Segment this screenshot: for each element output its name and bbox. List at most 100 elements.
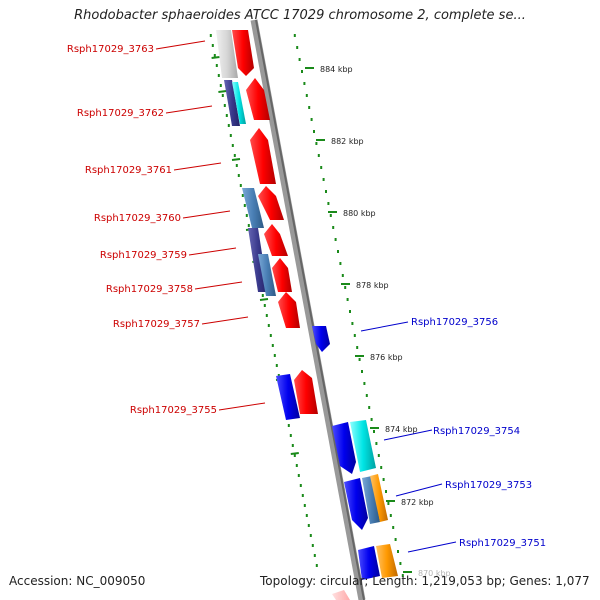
outer-ring-dot: [301, 494, 304, 497]
outer-ring-dot: [315, 564, 318, 567]
outer-ring-dot: [307, 524, 310, 527]
outer-ring-dot: [209, 34, 212, 37]
scale-ring-dot: [308, 106, 311, 109]
outer-ring-dot: [311, 544, 314, 547]
gene-3763-grey[interactable]: [216, 30, 238, 78]
scale-ring-dot: [329, 214, 332, 217]
scale-ring-dot: [293, 34, 296, 37]
map-title: Rhodobacter sphaeroides ATCC 17029 chrom…: [74, 8, 526, 23]
gene-label-right[interactable]: Rsph17029_3751: [459, 538, 546, 549]
gene-3762[interactable]: [246, 78, 270, 120]
scale-ring-dot: [361, 370, 363, 373]
scale-ring-dot: [334, 238, 337, 241]
scale-ring-dot: [368, 406, 371, 409]
outer-ring-dot: [303, 504, 306, 507]
gene-3762-cyan[interactable]: [232, 82, 246, 124]
gene-track: [216, 30, 398, 600]
scale-ring-dot: [370, 418, 373, 421]
outer-ring-dot: [225, 114, 228, 117]
scale-label: 876 kbp: [370, 353, 403, 362]
chromosome-backbone-shade: [255, 19, 365, 600]
gene-label-right[interactable]: Rsph17029_3753: [445, 480, 532, 491]
gene-label-left[interactable]: Rsph17029_3755: [130, 405, 217, 416]
gene-3756[interactable]: [312, 326, 330, 352]
outer-ring-dash: [231, 158, 241, 161]
scale-ring-dot: [341, 274, 344, 277]
scale-label: 880 kbp: [343, 209, 376, 218]
gene-3751-blue[interactable]: [358, 546, 380, 580]
outer-ring-dot: [223, 104, 226, 107]
accession-text: Accession: NC_009050: [9, 574, 146, 588]
scale-ring-dot: [298, 58, 301, 61]
outer-ring-dash: [218, 90, 227, 93]
outer-ring-dot: [269, 334, 272, 337]
gene-label-left[interactable]: Rsph17029_3761: [85, 165, 172, 176]
gene-label-left[interactable]: Rsph17029_3759: [100, 250, 187, 261]
scale-ring-dot: [377, 454, 380, 457]
scale-ring-dot: [322, 178, 325, 181]
gene-3754-cyan[interactable]: [350, 420, 376, 472]
gene-3751-orange[interactable]: [376, 544, 398, 578]
outer-ring-dot: [273, 354, 276, 357]
scale-tick-ring: [293, 34, 404, 577]
outer-ring-dot: [293, 454, 296, 457]
outer-ring-dot: [277, 374, 280, 377]
scale-ring-dot: [397, 550, 399, 553]
scale-ring-dot: [317, 154, 320, 157]
outer-ring-dot: [237, 174, 240, 177]
outer-ring-dot: [291, 444, 294, 447]
gene-label-left[interactable]: Rsph17029_3760: [94, 213, 181, 224]
outer-ring-dot: [221, 94, 224, 97]
outer-ring-dot: [241, 194, 244, 197]
scale-ring-dot: [394, 538, 397, 541]
scale-ring-dot: [353, 334, 356, 337]
gene-3760[interactable]: [258, 186, 284, 220]
scale-ring-dot: [305, 94, 308, 97]
gene-3753-blue[interactable]: [344, 478, 368, 530]
scale-labels: 884 kbp 882 kbp 880 kbp 878 kbp 876 kbp 874 k…: [305, 65, 451, 578]
outer-ring-dot: [227, 124, 230, 127]
gene-3758[interactable]: [272, 258, 292, 292]
gene-3760-steel[interactable]: [242, 188, 264, 228]
outer-ring-dot: [247, 224, 250, 227]
gene-label-left[interactable]: Rsph17029_3757: [113, 319, 200, 330]
gene-3754-blue[interactable]: [332, 422, 356, 474]
scale-ring-dot: [356, 346, 359, 349]
scale-ring-dot: [339, 262, 342, 265]
gene-label-left[interactable]: Rsph17029_3758: [106, 284, 193, 295]
scale-ring-dot: [303, 82, 306, 85]
gene-3755-blue[interactable]: [276, 374, 300, 420]
scale-ring-dot: [313, 130, 315, 133]
gene-bottom-red[interactable]: [332, 590, 350, 600]
gene-3762-slate[interactable]: [224, 80, 240, 126]
scale-ring-dot: [385, 490, 387, 493]
outer-ring-dash: [259, 298, 269, 301]
gene-3763[interactable]: [232, 30, 254, 76]
gene-3753-orange[interactable]: [370, 474, 388, 522]
scale-label: 874 kbp: [385, 425, 418, 434]
right-label-lines: [360, 321, 457, 553]
gene-label-right[interactable]: Rsph17029_3756: [411, 317, 498, 328]
chromosome-backbone: [250, 19, 366, 600]
outer-ring-dot: [305, 514, 308, 517]
scale-ring-dot: [296, 46, 299, 49]
scale-ring-dot: [387, 502, 390, 505]
scale-ring-dot: [389, 514, 392, 517]
scale-ring-dot: [351, 322, 354, 325]
outer-ring-dot: [245, 214, 248, 217]
scale-ring-dot: [301, 70, 303, 73]
gene-3759[interactable]: [264, 224, 288, 256]
outer-ring-dot: [217, 74, 220, 77]
gene-label-right[interactable]: Rsph17029_3754: [433, 426, 520, 437]
outer-ring-dot: [233, 154, 236, 157]
gene-3757[interactable]: [278, 292, 300, 328]
gene-3755[interactable]: [294, 370, 318, 414]
outer-ring-dot: [309, 534, 312, 537]
gene-3753-steel[interactable]: [362, 476, 380, 524]
gene-3758-steel[interactable]: [258, 254, 276, 296]
gene-label-left[interactable]: Rsph17029_3762: [77, 108, 164, 119]
gene-label-left[interactable]: Rsph17029_3763: [67, 44, 154, 55]
scale-label: 878 kbp: [356, 281, 389, 290]
gene-3761[interactable]: [250, 128, 276, 184]
outer-ring-dot: [267, 324, 270, 327]
